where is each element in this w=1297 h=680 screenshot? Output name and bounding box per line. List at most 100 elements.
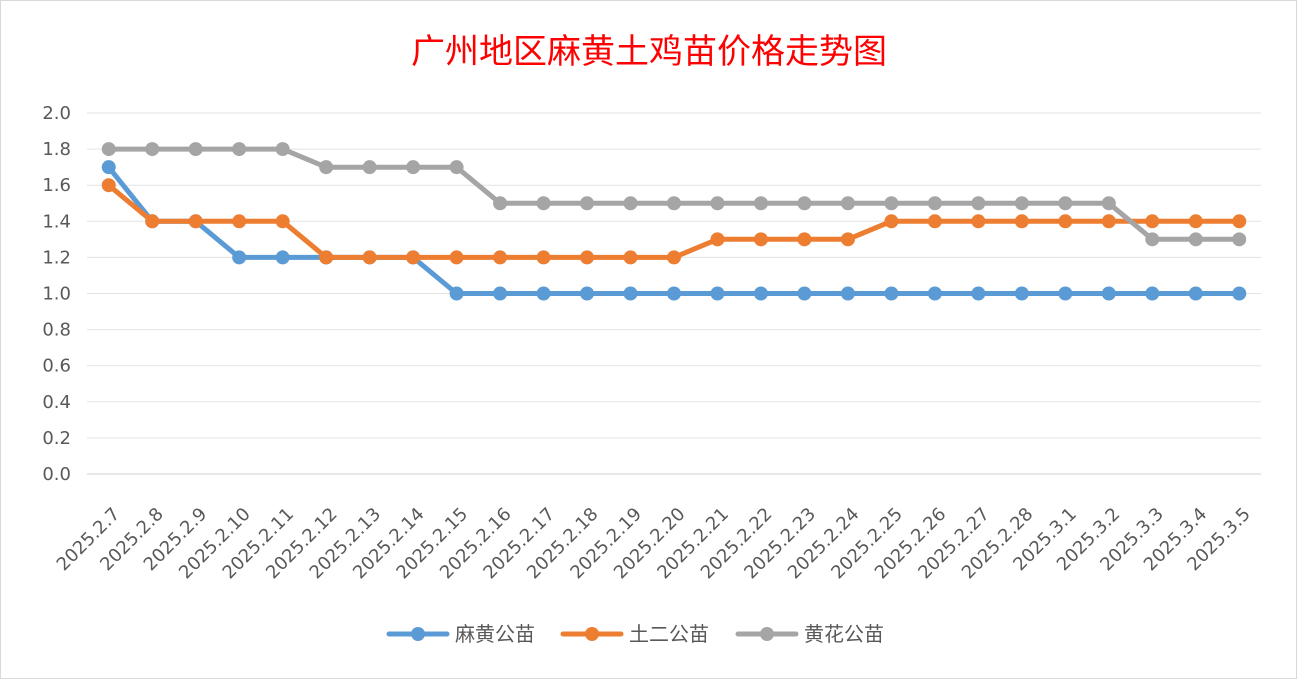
data-point [797,196,812,211]
data-point [884,196,899,211]
data-point [1101,286,1116,301]
data-point [1232,286,1247,301]
data-point [1188,286,1203,301]
legend-swatch-marker [585,627,599,641]
y-tick-label: 1.0 [42,284,71,305]
data-point [275,214,290,229]
legend-item: 麻黄公苗 [386,622,535,646]
legend-swatch-marker [411,627,425,641]
data-point [840,286,855,301]
data-point [927,196,942,211]
series-3 [101,142,1247,247]
data-point [623,196,638,211]
data-point [232,214,247,229]
data-point [1145,214,1160,229]
data-point [188,142,203,157]
data-point [580,250,595,265]
legend: 麻黄公苗 土二公苗 黄花公苗 [386,622,884,646]
data-point [145,142,160,157]
data-point [493,250,508,265]
data-point [753,196,768,211]
legend-swatch-marker [760,627,774,641]
data-point [971,196,986,211]
data-point [840,196,855,211]
data-point [188,214,203,229]
data-point [362,250,377,265]
data-point [101,160,116,175]
data-point [145,214,160,229]
data-point [1014,286,1029,301]
data-point [1232,214,1247,229]
y-axis-ticks: 0.0 0.2 0.4 0.6 0.8 1.0 1.2 1.4 1.6 1.8 2.0 [42,103,71,485]
data-point [753,232,768,247]
data-point [884,214,899,229]
legend-item: 黄花公苗 [735,622,884,646]
series-2 [101,178,1247,265]
data-point [667,286,681,301]
legend-label: 黄花公苗 [804,622,884,646]
data-point [710,286,725,301]
y-tick-label: 0.6 [42,356,71,377]
data-point [449,160,464,175]
data-point [971,286,986,301]
data-point [623,286,638,301]
data-point [493,286,508,301]
data-point [710,232,725,247]
data-point [275,142,290,157]
data-point [406,160,421,175]
data-point [449,250,464,265]
y-tick-label: 0.0 [42,464,71,485]
data-point [232,142,247,157]
data-point [667,250,681,265]
data-point [319,160,334,175]
y-tick-label: 1.8 [42,139,71,160]
data-point [536,196,551,211]
y-tick-label: 0.4 [42,392,71,413]
data-point [753,286,768,301]
chart-title: 广州地区麻黄土鸡苗价格走势图 [411,32,887,72]
x-axis-ticks: 2025.2.72025.2.82025.2.92025.2.102025.2.… [53,504,1255,584]
data-point [536,286,551,301]
data-point [449,286,464,301]
data-point [623,250,638,265]
data-point [1014,196,1029,211]
y-tick-label: 2.0 [42,103,71,124]
data-point [536,250,551,265]
series-1 [101,160,1247,301]
y-tick-label: 1.2 [42,247,71,268]
data-point [406,250,421,265]
data-point [667,196,681,211]
data-point [580,196,595,211]
data-point [797,232,812,247]
data-point [319,250,334,265]
data-point [1145,286,1160,301]
data-point [362,160,377,175]
y-tick-label: 1.4 [42,211,71,232]
data-point [275,250,290,265]
data-point [971,214,986,229]
data-point [710,196,725,211]
data-point [884,286,899,301]
data-point [493,196,508,211]
data-point [797,286,812,301]
data-point [1058,214,1073,229]
data-point [840,232,855,247]
data-point [580,286,595,301]
data-point [927,214,942,229]
legend-item: 土二公苗 [560,622,709,646]
data-point [1058,196,1073,211]
data-point [101,142,116,157]
data-point [1014,214,1029,229]
data-point [1058,286,1073,301]
y-tick-label: 0.2 [42,428,71,449]
y-tick-label: 1.6 [42,175,71,196]
data-point [232,250,247,265]
data-point [1101,214,1116,229]
series-group [101,142,1247,301]
data-point [1232,232,1247,247]
legend-label: 麻黄公苗 [455,622,535,646]
data-point [927,286,942,301]
series-line [106,164,1242,296]
data-point [1188,232,1203,247]
